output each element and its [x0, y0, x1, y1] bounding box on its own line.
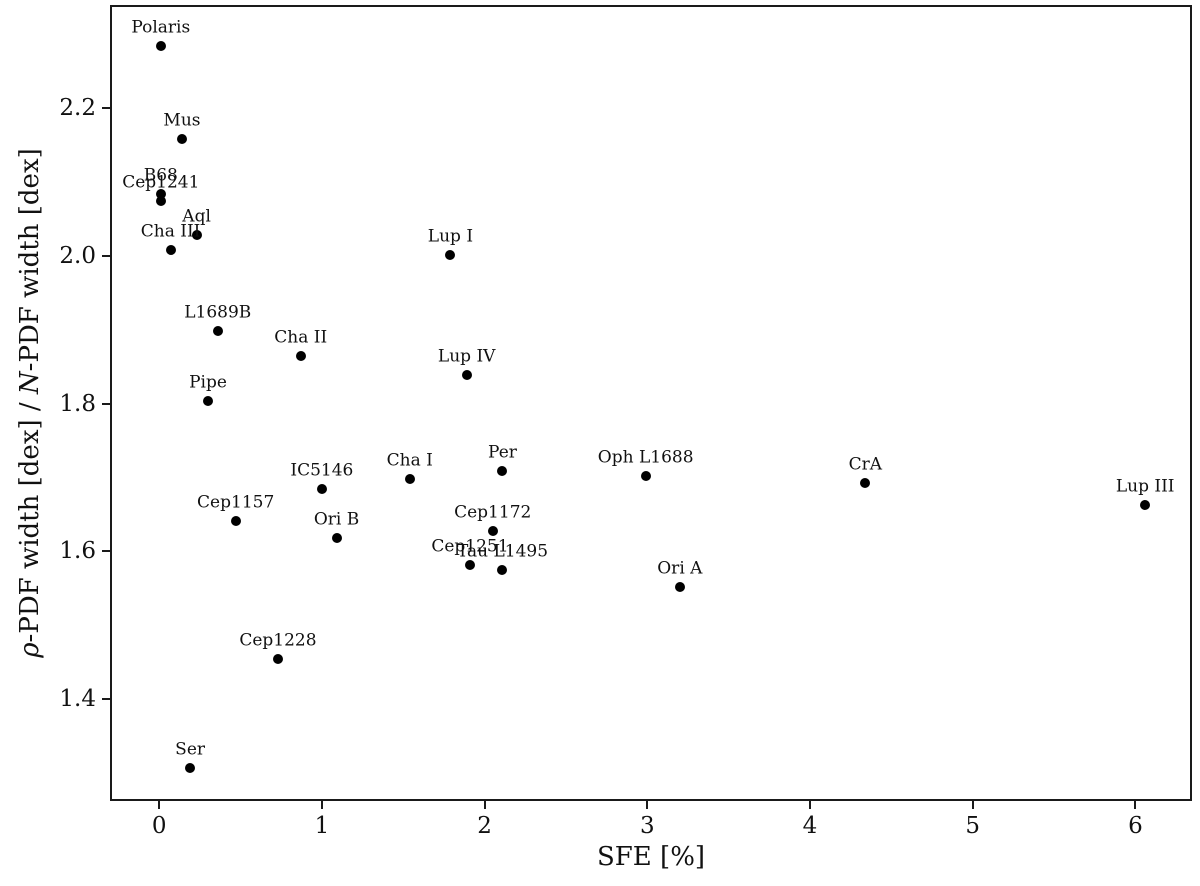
x-tick [158, 799, 161, 809]
y-tick-label: 2.0 [59, 242, 96, 269]
data-point-label: Oph L1688 [597, 447, 694, 468]
data-point-label: B68 [143, 165, 178, 186]
data-point-label: Ori A [657, 558, 703, 579]
data-point-marker [404, 473, 415, 484]
data-point-marker [331, 532, 342, 543]
data-point-marker [155, 41, 166, 52]
data-point-marker [461, 370, 472, 381]
plot-area: 0 1 2 3 4 5 6 1.4 1.6 1.8 2.0 2.2 Polaris Mus B68 Cep12… [59, 5, 1192, 839]
data-point-label: Lup III [1115, 476, 1175, 497]
data-point-marker [445, 250, 456, 261]
data-point-marker [176, 134, 187, 145]
data-point-label: Lup I [427, 226, 474, 247]
data-point-marker [464, 560, 475, 571]
x-tick [809, 799, 811, 809]
y-tick-label: 1.6 [59, 538, 96, 565]
data-point-label: Pipe [189, 372, 227, 393]
x-axis-label: SFE [%] [596, 842, 706, 872]
data-point-label: Cep1172 [454, 501, 532, 522]
data-point-label: Ori B [313, 509, 360, 530]
y-tick-label: 1.4 [59, 685, 96, 712]
data-point-label: Cep1241 [122, 172, 200, 193]
x-tick [1134, 799, 1137, 809]
y-tick [102, 107, 112, 110]
x-tick [971, 799, 974, 809]
data-point-marker [155, 196, 166, 207]
data-point-label: CrA [848, 454, 883, 475]
y-axis-label-math-part: N [15, 371, 45, 395]
y-tick-label: 1.8 [59, 390, 96, 417]
data-point-label: Cha I [386, 450, 433, 471]
data-point-label: Polaris [131, 17, 191, 38]
y-tick [102, 550, 112, 553]
data-point-marker [295, 351, 306, 362]
y-axis-label-text-part: -PDF width [dex] [15, 148, 45, 372]
data-point-marker [640, 470, 651, 481]
data-point-label: Cha III [140, 221, 201, 242]
data-point-marker [1140, 500, 1151, 511]
x-tick-label: 2 [477, 813, 492, 839]
data-point-marker [202, 396, 213, 407]
x-tick-label: 6 [1128, 813, 1143, 839]
data-point-label: Cep1228 [239, 630, 317, 651]
data-point-marker [497, 466, 508, 477]
data-point-marker [487, 525, 498, 536]
data-point-label: Lup IV [437, 346, 496, 367]
data-point-marker [674, 582, 685, 593]
y-axis-label-math-part: ρ [15, 642, 45, 658]
y-tick [102, 254, 112, 257]
data-point-marker [155, 188, 166, 199]
data-point-label: Cha II [274, 327, 328, 348]
data-point-label: Per [488, 442, 517, 463]
x-tick-label: 0 [151, 813, 167, 839]
data-point-marker [497, 565, 508, 576]
data-point-marker [212, 326, 223, 337]
data-point-marker [272, 654, 283, 664]
y-tick [102, 402, 112, 405]
y-tick [102, 697, 112, 700]
x-tick [646, 799, 649, 809]
x-tick-label: 1 [314, 813, 330, 839]
data-point-marker [230, 515, 241, 526]
data-point-label: L1689B [184, 302, 252, 323]
data-point-marker [165, 244, 176, 255]
y-tick-label: 2.2 [59, 95, 96, 122]
data-point-marker [191, 230, 202, 241]
data-point-label: Ser [175, 738, 206, 759]
data-point-label: Aql [182, 206, 211, 227]
data-point-label: Cep1157 [197, 492, 275, 513]
x-tick [320, 799, 323, 809]
y-axis-label-text-part: -PDF width [dex] / [15, 394, 45, 643]
x-tick-label: 5 [965, 813, 981, 839]
x-tick-label: 3 [639, 813, 655, 839]
x-tick-label: 4 [802, 813, 818, 839]
data-point-marker [185, 762, 196, 773]
data-point-marker [860, 478, 871, 489]
x-tick [483, 799, 486, 809]
data-point-label: Cep1251 [431, 536, 509, 557]
data-point-marker [316, 484, 327, 495]
y-axis-label: ρ-PDF width [dex] / N-PDF width [dex] [15, 148, 45, 658]
data-point-label: Mus [163, 110, 201, 131]
data-point-label: Tau L1495 [456, 541, 549, 562]
data-point-label: IC5146 [290, 460, 354, 481]
